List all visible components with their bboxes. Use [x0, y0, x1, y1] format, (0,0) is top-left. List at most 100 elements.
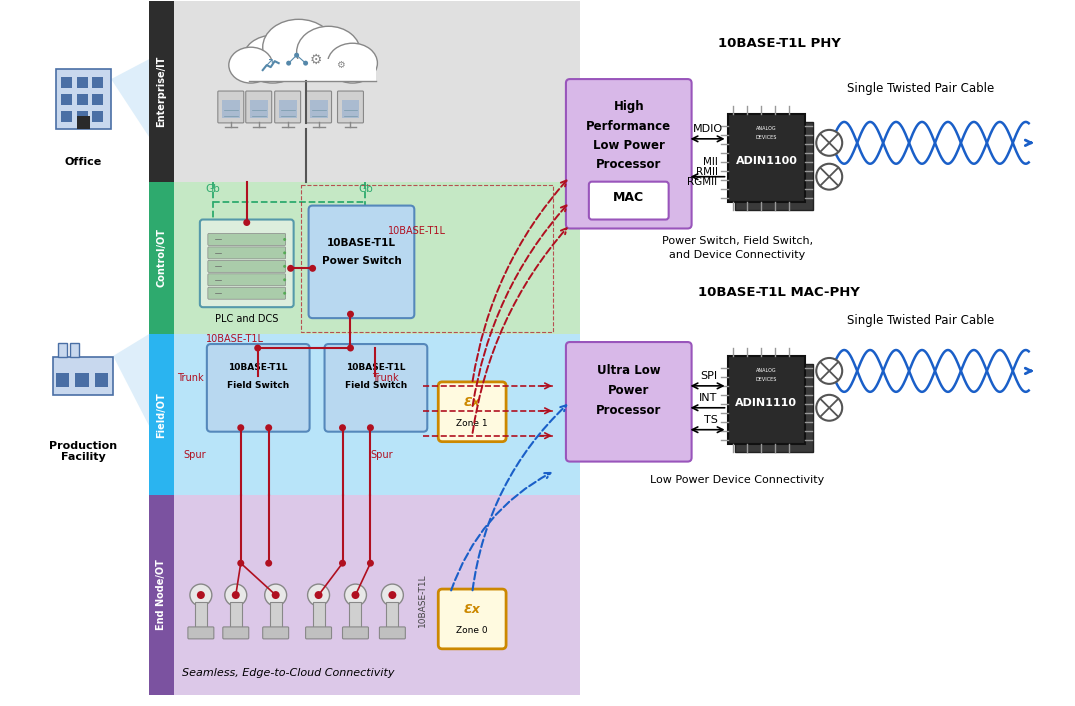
FancyBboxPatch shape	[174, 334, 579, 496]
FancyBboxPatch shape	[343, 627, 369, 639]
FancyBboxPatch shape	[61, 78, 72, 88]
Text: Power: Power	[608, 384, 649, 397]
Ellipse shape	[307, 584, 330, 606]
FancyBboxPatch shape	[246, 91, 272, 123]
Text: Power Switch, Field Switch,: Power Switch, Field Switch,	[662, 237, 813, 246]
FancyBboxPatch shape	[56, 373, 69, 388]
Ellipse shape	[264, 584, 287, 606]
FancyBboxPatch shape	[76, 94, 87, 105]
FancyBboxPatch shape	[310, 100, 328, 118]
Text: Gb: Gb	[205, 184, 220, 193]
Circle shape	[339, 424, 346, 431]
FancyBboxPatch shape	[174, 1, 579, 181]
FancyBboxPatch shape	[230, 602, 242, 630]
FancyBboxPatch shape	[275, 91, 301, 123]
FancyBboxPatch shape	[278, 100, 297, 118]
FancyBboxPatch shape	[75, 373, 88, 388]
Text: Low Power: Low Power	[592, 139, 664, 152]
FancyBboxPatch shape	[56, 69, 111, 129]
Circle shape	[266, 424, 272, 431]
FancyBboxPatch shape	[76, 116, 89, 129]
FancyBboxPatch shape	[92, 94, 103, 105]
FancyBboxPatch shape	[223, 627, 248, 639]
FancyBboxPatch shape	[70, 343, 80, 357]
Text: ANALOG: ANALOG	[756, 126, 777, 131]
Text: 10BASE-T1L: 10BASE-T1L	[346, 363, 405, 372]
FancyBboxPatch shape	[439, 382, 506, 442]
Circle shape	[816, 358, 842, 384]
Circle shape	[283, 278, 286, 281]
FancyBboxPatch shape	[195, 602, 206, 630]
Circle shape	[287, 265, 295, 272]
Circle shape	[286, 61, 291, 66]
FancyBboxPatch shape	[149, 181, 174, 334]
Circle shape	[266, 560, 272, 567]
Text: High: High	[614, 100, 644, 113]
Text: Spur: Spur	[183, 450, 205, 460]
Text: Zone 0: Zone 0	[457, 626, 488, 635]
Text: Power Switch: Power Switch	[321, 256, 401, 266]
Text: MII: MII	[703, 157, 717, 167]
Text: Performance: Performance	[586, 120, 671, 133]
FancyBboxPatch shape	[92, 78, 103, 88]
Text: Field Switch: Field Switch	[345, 381, 407, 390]
FancyBboxPatch shape	[342, 100, 359, 118]
FancyBboxPatch shape	[439, 589, 506, 649]
Text: INT: INT	[699, 393, 717, 403]
FancyBboxPatch shape	[174, 181, 579, 334]
FancyBboxPatch shape	[53, 357, 113, 395]
Ellipse shape	[262, 19, 334, 75]
FancyBboxPatch shape	[386, 602, 399, 630]
Text: DEVICES: DEVICES	[756, 377, 777, 382]
Text: Ultra Low: Ultra Low	[597, 364, 660, 377]
FancyBboxPatch shape	[735, 122, 814, 210]
FancyBboxPatch shape	[76, 78, 87, 88]
FancyBboxPatch shape	[207, 287, 286, 299]
Text: ⚙: ⚙	[310, 53, 321, 67]
Text: ⚙: ⚙	[336, 60, 345, 70]
Text: Field Switch: Field Switch	[227, 381, 289, 390]
Circle shape	[283, 238, 286, 241]
FancyBboxPatch shape	[313, 602, 325, 630]
FancyBboxPatch shape	[728, 114, 805, 202]
Text: Single Twisted Pair Cable: Single Twisted Pair Cable	[847, 82, 994, 95]
FancyBboxPatch shape	[270, 602, 282, 630]
Circle shape	[816, 130, 842, 156]
Circle shape	[339, 560, 346, 567]
Ellipse shape	[225, 584, 247, 606]
FancyBboxPatch shape	[61, 94, 72, 105]
Text: Low Power Device Connectivity: Low Power Device Connectivity	[650, 475, 825, 486]
FancyBboxPatch shape	[565, 342, 691, 462]
Text: 10BASE-T1L: 10BASE-T1L	[388, 227, 446, 237]
Text: Zone 1: Zone 1	[457, 419, 488, 429]
FancyBboxPatch shape	[207, 247, 286, 259]
Text: DEVICES: DEVICES	[756, 135, 777, 140]
FancyBboxPatch shape	[76, 111, 87, 122]
FancyBboxPatch shape	[338, 91, 363, 123]
Text: RMII: RMII	[696, 167, 717, 176]
Text: 10BASE-T1L: 10BASE-T1L	[205, 334, 263, 344]
Circle shape	[303, 61, 309, 66]
FancyBboxPatch shape	[149, 496, 174, 695]
Text: ↗: ↗	[263, 56, 274, 70]
Circle shape	[315, 591, 322, 599]
Text: Single Twisted Pair Cable: Single Twisted Pair Cable	[847, 314, 994, 327]
FancyBboxPatch shape	[305, 627, 331, 639]
Text: 10BASE-T1L: 10BASE-T1L	[229, 363, 288, 372]
Text: MAC: MAC	[613, 191, 644, 203]
Circle shape	[238, 560, 244, 567]
FancyBboxPatch shape	[249, 100, 268, 118]
Circle shape	[367, 560, 374, 567]
FancyBboxPatch shape	[207, 274, 286, 286]
Text: Spur: Spur	[371, 450, 393, 460]
FancyBboxPatch shape	[305, 91, 331, 123]
Text: Ɛx: Ɛx	[463, 396, 481, 409]
FancyBboxPatch shape	[735, 364, 814, 452]
Circle shape	[352, 591, 359, 599]
Circle shape	[254, 345, 261, 352]
Circle shape	[283, 251, 286, 254]
FancyBboxPatch shape	[95, 373, 108, 388]
Ellipse shape	[382, 584, 403, 606]
Text: 10BASE-T1L: 10BASE-T1L	[327, 239, 396, 249]
Text: Processor: Processor	[596, 404, 661, 417]
